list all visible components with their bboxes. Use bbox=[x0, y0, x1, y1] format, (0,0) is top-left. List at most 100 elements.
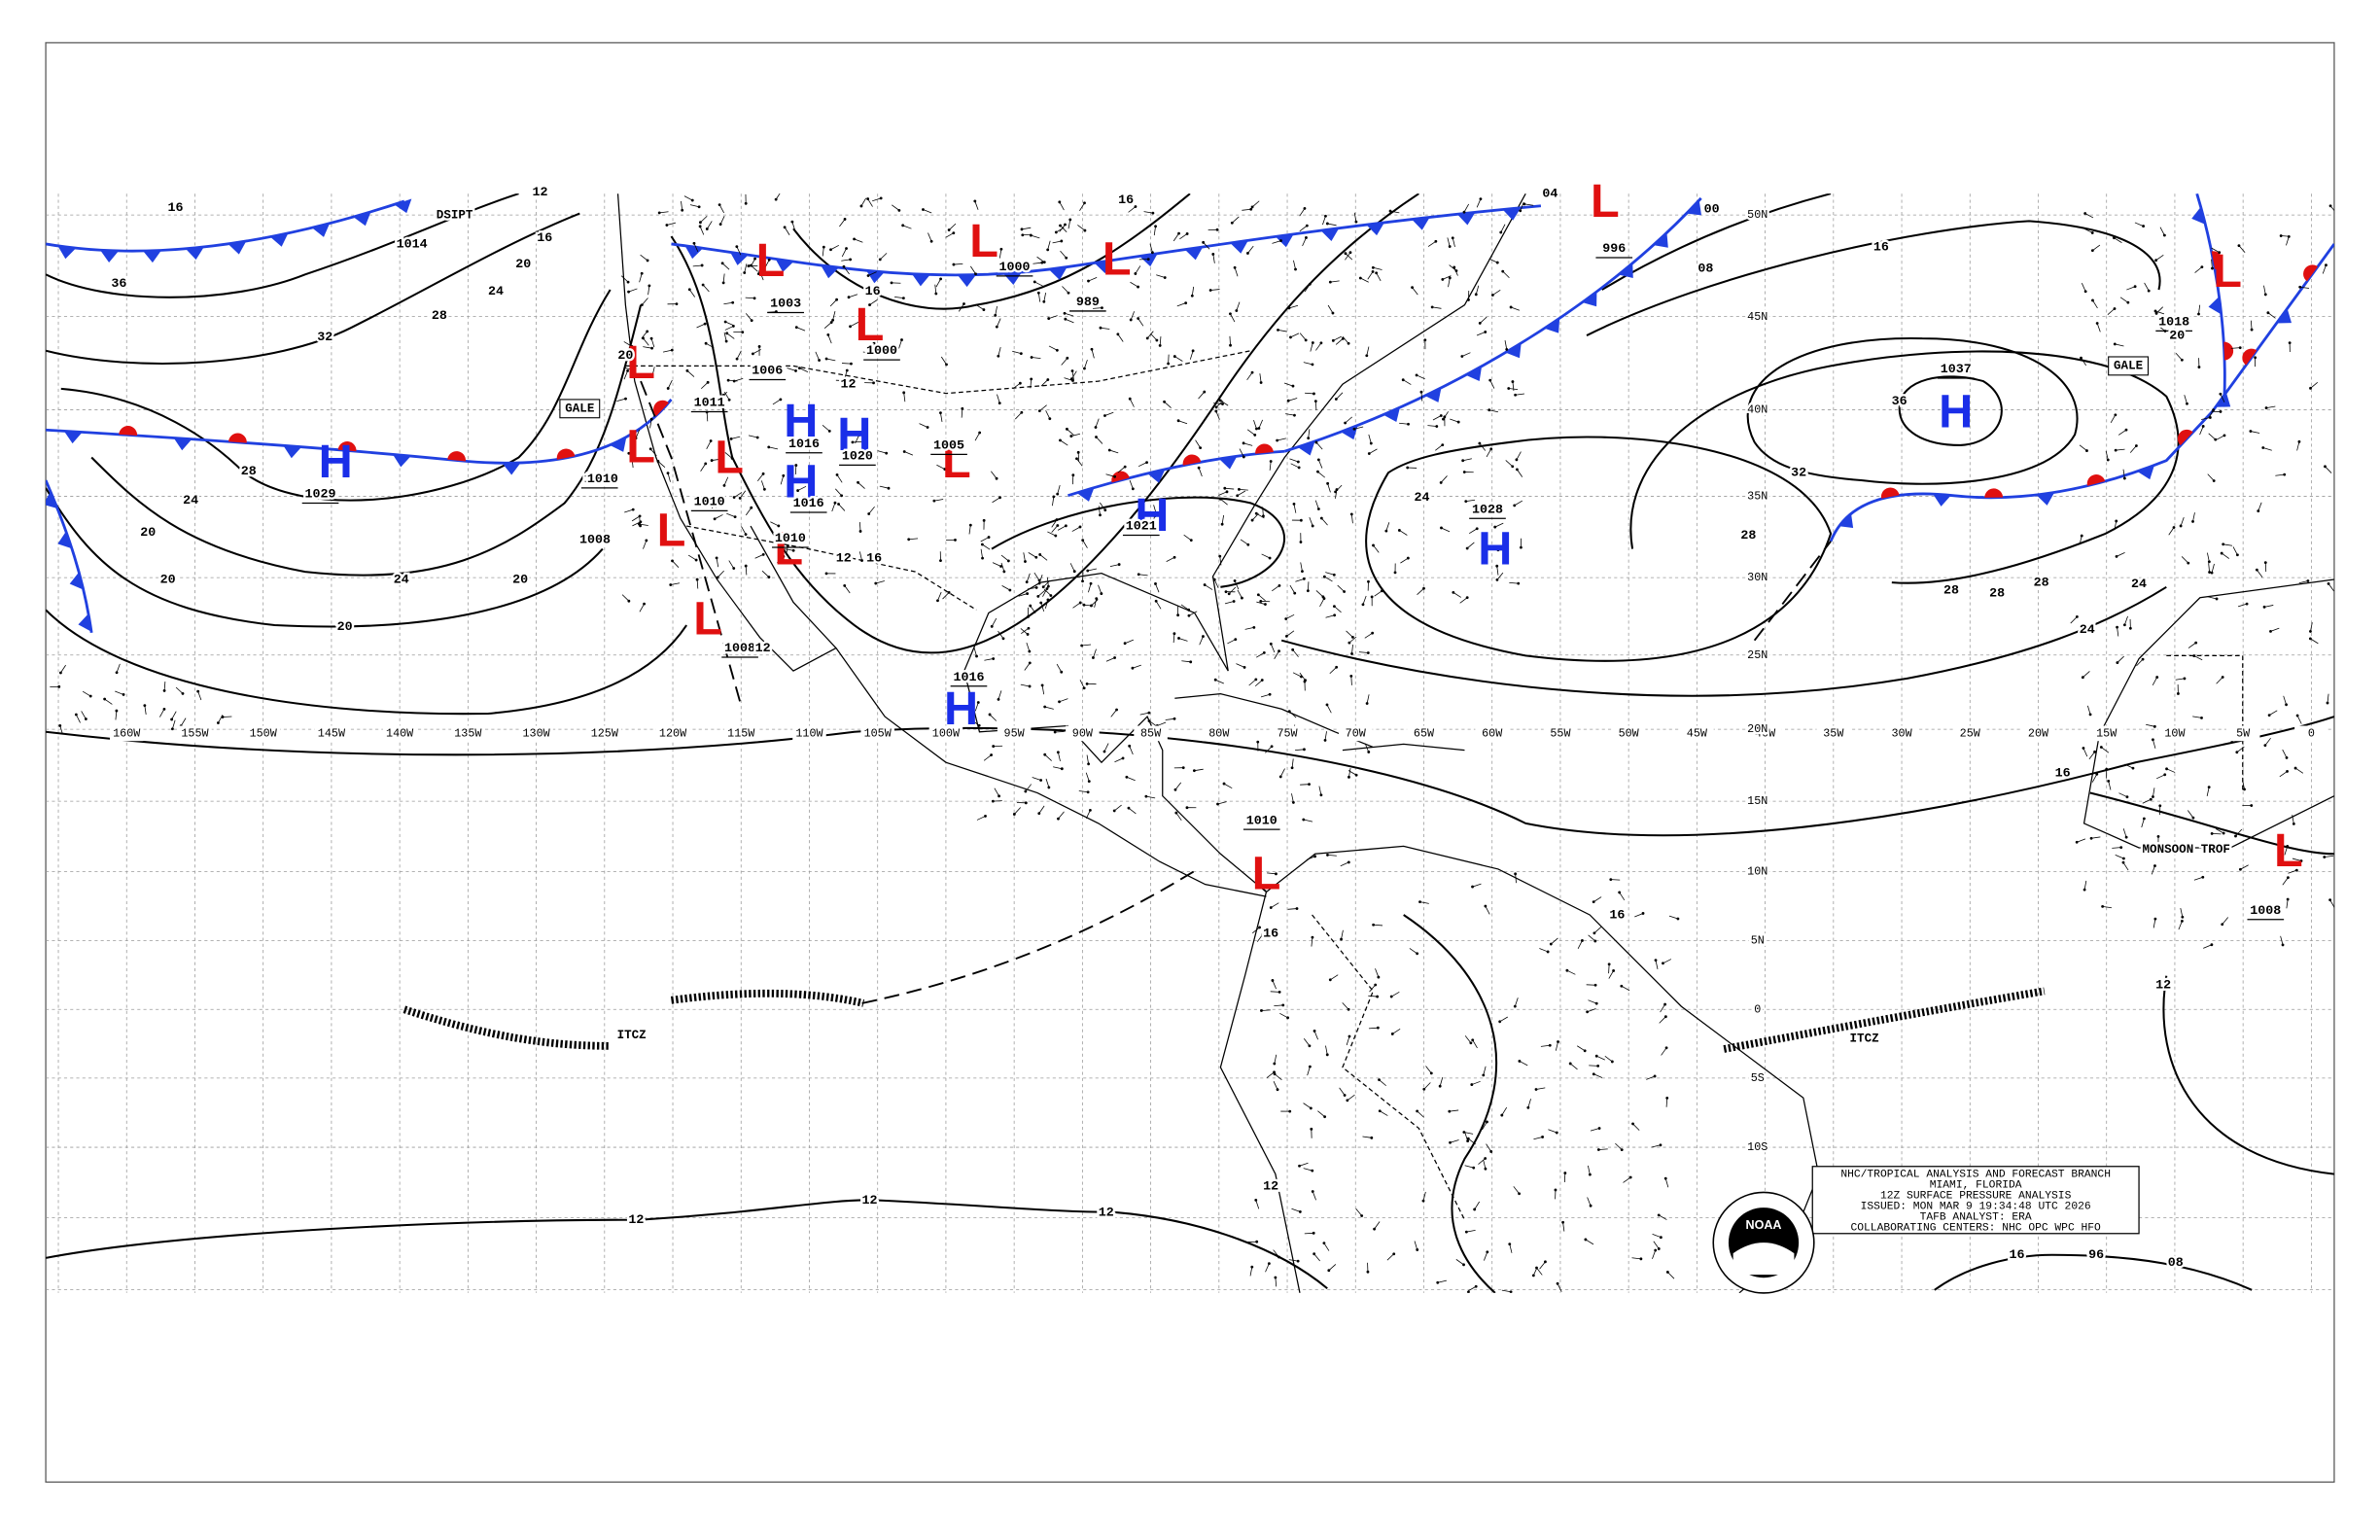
cold-front-pip bbox=[1230, 240, 1248, 254]
station-dot bbox=[1086, 569, 1090, 573]
station-plot bbox=[1337, 584, 1345, 592]
station-plot bbox=[2208, 433, 2217, 440]
station-plot bbox=[1447, 237, 1451, 247]
station-dot bbox=[1046, 248, 1050, 252]
station-dot bbox=[922, 208, 925, 211]
station-plot bbox=[1077, 225, 1086, 231]
station-dot bbox=[743, 271, 747, 274]
station-dot bbox=[1354, 220, 1358, 224]
station-plot bbox=[2211, 247, 2220, 253]
station-plot bbox=[2283, 695, 2287, 705]
station-dot bbox=[1390, 1032, 1394, 1035]
station-plot bbox=[700, 463, 707, 472]
station-dot bbox=[74, 713, 78, 717]
station-dot bbox=[975, 654, 978, 658]
station-dot bbox=[2114, 448, 2118, 452]
station-dot bbox=[732, 567, 736, 570]
station-plot bbox=[1274, 1004, 1283, 1007]
station-dot bbox=[2133, 285, 2137, 289]
station-dot bbox=[2088, 713, 2092, 717]
station-dot bbox=[1508, 1242, 1512, 1246]
station-plot bbox=[718, 204, 724, 214]
station-plot bbox=[712, 458, 721, 461]
isobar bbox=[1934, 1253, 2253, 1291]
station-dot bbox=[2113, 236, 2116, 240]
station-plot bbox=[1425, 1066, 1432, 1074]
station-plot bbox=[60, 664, 66, 674]
station-plot bbox=[997, 394, 1000, 403]
station-dot bbox=[1335, 488, 1339, 491]
isobar-label: 16 bbox=[1263, 927, 1278, 941]
station-plot bbox=[1540, 1044, 1551, 1047]
station-dot bbox=[1347, 341, 1350, 345]
isobar-label: 12 bbox=[840, 378, 856, 393]
station-dot bbox=[1227, 592, 1231, 596]
station-dot bbox=[1294, 267, 1297, 271]
station-dot bbox=[1185, 806, 1189, 810]
isobar-label: 16 bbox=[167, 201, 183, 216]
station-dot bbox=[1203, 583, 1207, 586]
station-plot bbox=[1660, 1003, 1665, 1013]
station-dot bbox=[631, 368, 634, 371]
station-plot bbox=[2263, 605, 2274, 608]
station-dot bbox=[731, 300, 735, 304]
high-center: H bbox=[319, 436, 353, 488]
central-pressure: 1016 bbox=[788, 438, 820, 452]
station-dot bbox=[1222, 782, 1226, 786]
station-dot bbox=[947, 590, 951, 594]
station-dot bbox=[1029, 604, 1032, 608]
station-dot bbox=[1488, 378, 1492, 382]
station-dot bbox=[1256, 740, 1260, 744]
station-dot bbox=[1230, 221, 1234, 225]
isobar bbox=[46, 487, 604, 628]
station-dot bbox=[1028, 649, 1032, 653]
station-plot bbox=[2198, 304, 2201, 315]
station-dot bbox=[1326, 481, 1330, 485]
station-dot bbox=[1103, 508, 1107, 512]
station-plot bbox=[2193, 655, 2203, 661]
station-dot bbox=[782, 554, 786, 558]
station-dot bbox=[786, 543, 789, 547]
station-dot bbox=[978, 431, 982, 435]
station-dot bbox=[1290, 766, 1294, 770]
feature-label: GALE bbox=[565, 402, 595, 416]
isobar bbox=[46, 609, 688, 716]
station-dot bbox=[1172, 717, 1176, 720]
station-dot bbox=[1225, 490, 1229, 494]
station-dot bbox=[1401, 378, 1405, 382]
station-dot bbox=[1308, 1065, 1312, 1068]
station-dot bbox=[642, 336, 645, 340]
station-plot bbox=[1272, 240, 1281, 244]
station-dot bbox=[1284, 617, 1288, 620]
station-dot bbox=[939, 277, 943, 281]
station-dot bbox=[1324, 214, 1327, 218]
station-plot bbox=[1079, 202, 1085, 211]
station-dot bbox=[1596, 1064, 1600, 1068]
station-dot bbox=[1548, 1043, 1552, 1047]
longitude-label: 95W bbox=[1004, 726, 1026, 740]
info-frame bbox=[1811, 1166, 2140, 1235]
station-dot bbox=[1360, 1214, 1364, 1217]
cold-front-pip bbox=[821, 264, 839, 279]
station-plot bbox=[1172, 633, 1175, 644]
station-plot bbox=[1001, 585, 1011, 591]
station-plot bbox=[784, 227, 790, 235]
station-plot bbox=[2207, 596, 2218, 600]
station-plot bbox=[1300, 784, 1310, 786]
station-plot bbox=[1392, 1028, 1401, 1034]
station-plot bbox=[1103, 743, 1109, 752]
station-dot bbox=[2085, 449, 2088, 453]
station-plot bbox=[686, 370, 695, 377]
station-dot bbox=[2250, 328, 2254, 332]
station-plot bbox=[639, 603, 645, 612]
longitude-label: 140W bbox=[386, 726, 414, 740]
station-dot bbox=[1434, 239, 1438, 243]
station-plot bbox=[1274, 650, 1279, 659]
station-dot bbox=[767, 576, 771, 578]
station-dot bbox=[2165, 767, 2168, 771]
station-dot bbox=[1436, 1280, 1440, 1284]
station-dot bbox=[1128, 397, 1132, 401]
high-center: H bbox=[1478, 523, 1512, 576]
station-plot bbox=[1059, 698, 1068, 703]
